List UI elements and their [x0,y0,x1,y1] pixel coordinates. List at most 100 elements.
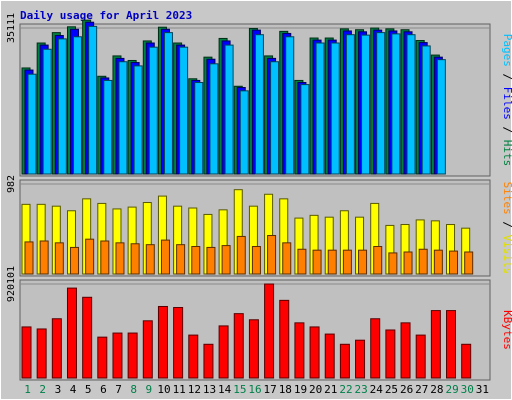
bar-kbytes-day-10 [157,305,168,379]
bar-sites-day-25 [388,252,398,275]
x-tick-label-day-7: 7 [115,383,122,396]
bar-kbytes-day-1 [21,326,32,379]
x-tick-label-day-4: 4 [70,383,77,396]
bar-kbytes-day-9 [142,320,153,379]
y-axis-max-label: 982 [6,175,17,193]
x-tick-label-day-10: 10 [157,383,170,396]
bar-kbytes-day-4 [66,287,77,379]
x-tick-label-day-15: 15 [233,383,246,396]
bar-pages-day-3 [57,38,67,175]
x-tick-label-day-26: 26 [400,383,413,396]
bar-kbytes-day-7 [112,332,123,379]
x-tick-label-day-21: 21 [324,383,337,396]
panel-kbytes: 920101 KBytes [6,266,512,381]
bar-pages-day-15 [239,90,249,175]
bar-pages-day-22 [345,34,355,175]
y-axis-max-label: 920101 [6,266,17,302]
bar-kbytes-day-25 [385,329,396,379]
bar-sites-day-28 [433,249,443,275]
bar-pages-day-11 [179,46,189,175]
series-labels-hits-files-pages: Pages / Files / Hits [501,34,512,167]
bar-kbytes-day-13 [203,343,214,379]
x-tick-label-day-18: 18 [279,383,292,396]
bar-kbytes-day-18 [279,299,290,379]
bar-pages-day-27 [421,45,431,175]
x-tick-label-day-13: 13 [203,383,216,396]
bar-pages-day-18 [285,36,295,175]
bar-pages-day-6 [103,79,113,175]
bar-sites-day-9 [145,244,155,275]
bar-sites-day-16 [251,246,261,275]
x-tick-label-day-31: 31 [476,383,489,396]
bar-kbytes-day-12 [188,334,199,379]
bar-sites-day-15 [236,235,246,275]
bar-kbytes-day-24 [370,318,381,379]
x-tick-label-day-12: 12 [188,383,201,396]
bar-sites-day-30 [464,251,474,275]
bar-sites-day-22 [342,249,352,275]
x-tick-label-day-25: 25 [385,383,398,396]
bar-kbytes-day-14 [218,325,229,379]
legend-hits: Hits [501,140,512,167]
bar-kbytes-day-3 [51,318,62,379]
bar-pages-day-4 [72,36,82,175]
legend-separator: / [501,215,512,235]
bar-sites-day-6 [100,240,110,275]
chart-title: Daily usage for April 2023 [20,9,192,22]
bar-pages-day-21 [330,42,340,175]
bar-pages-day-13 [209,63,219,175]
x-tick-label-day-22: 22 [339,383,352,396]
bar-kbytes-day-8 [127,332,138,379]
bar-kbytes-day-27 [415,334,426,379]
bar-pages-day-17 [270,61,280,175]
bar-kbytes-day-20 [309,326,320,379]
bar-pages-day-1 [27,73,37,175]
legend-kbytes: KBytes [501,310,512,350]
x-tick-label-day-19: 19 [294,383,307,396]
panel-hits-files-pages: 35111 Pages / Files / Hits [6,13,512,177]
x-tick-label-day-16: 16 [248,383,261,396]
bar-sites-day-7 [115,242,125,275]
x-tick-label-day-2: 2 [39,383,46,396]
bar-pages-day-20 [315,42,325,175]
x-tick-label-day-27: 27 [415,383,428,396]
x-tick-label-day-17: 17 [264,383,277,396]
bar-sites-day-8 [130,243,140,275]
series-labels-visits-sites: Sites / Visits [501,182,512,275]
bar-sites-day-21 [327,249,337,275]
bar-kbytes-day-5 [82,296,93,379]
bar-sites-day-5 [85,238,95,275]
bar-kbytes-day-11 [173,307,184,379]
x-tick-label-day-24: 24 [370,383,384,396]
y-axis-max-label: 35111 [6,13,17,43]
x-tick-label-day-14: 14 [218,383,232,396]
bar-kbytes-day-16 [248,319,259,379]
bar-pages-day-7 [118,61,128,175]
x-tick-label-day-1: 1 [24,383,31,396]
x-tick-label-day-28: 28 [430,383,443,396]
bar-pages-day-8 [133,65,143,175]
bar-sites-day-1 [24,241,34,275]
bar-kbytes-day-6 [97,336,108,379]
bar-sites-day-24 [373,246,383,275]
bar-sites-day-23 [358,249,368,275]
bar-kbytes-day-15 [233,313,244,379]
bar-sites-day-12 [191,246,201,275]
bar-pages-day-24 [376,32,386,175]
x-tick-label-day-3: 3 [55,383,62,396]
bar-sites-day-4 [69,246,79,275]
bar-kbytes-day-23 [355,339,366,379]
bar-sites-day-20 [312,249,322,275]
bar-pages-day-12 [194,82,204,175]
bar-sites-day-19 [297,248,307,275]
chart-panels: 35111 Pages / Files / Hits 982 Sites / Visi… [6,13,512,381]
bar-kbytes-day-30 [461,343,472,379]
x-tick-label-day-5: 5 [85,383,92,396]
bar-kbytes-day-28 [430,310,441,379]
bar-sites-day-29 [449,250,459,275]
legend-separator: / [501,120,512,140]
series-labels-kbytes: KBytes [501,310,512,350]
bar-sites-day-26 [403,251,413,275]
x-tick-label-day-29: 29 [445,383,458,396]
